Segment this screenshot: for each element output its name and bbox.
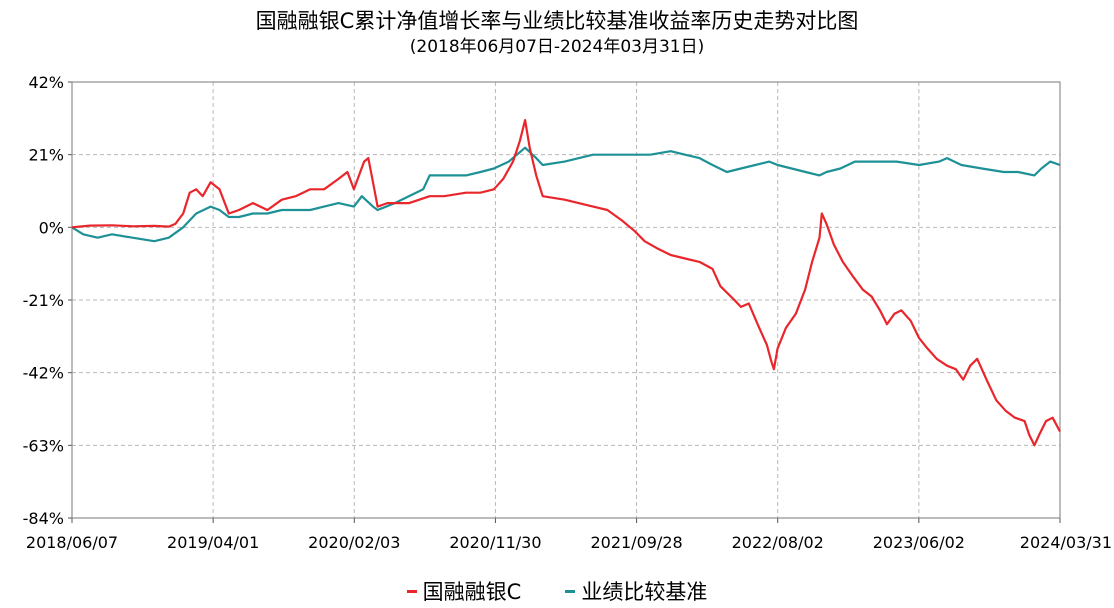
legend: 国融融银C 业绩比较基准 [0, 577, 1114, 605]
chart-title: 国融融银C累计净值增长率与业绩比较基准收益率历史走势对比图 [255, 9, 859, 33]
series-line [71, 146, 1061, 243]
plot-frame [71, 81, 1061, 519]
y-tick-label: -21% [23, 291, 64, 310]
legend-item: 国融融银C [406, 576, 522, 606]
x-tick-label: 2018/06/07 [26, 533, 118, 552]
x-tick-label: 2020/02/03 [308, 533, 400, 552]
x-tick-label: 2019/04/01 [167, 533, 259, 552]
y-tick-label: -63% [23, 436, 64, 455]
x-tick-label: 2022/08/02 [732, 533, 824, 552]
legend-item: 业绩比较基准 [565, 576, 707, 606]
y-tick-label: 42% [28, 73, 64, 92]
x-tick-label: 2023/06/02 [873, 533, 965, 552]
x-tick-label: 2024/03/31 [1020, 533, 1112, 552]
chart-subtitle: (2018年06月07日-2024年03月31日) [409, 37, 705, 57]
x-tick-label: 2021/09/28 [590, 533, 682, 552]
y-tick-label: -42% [23, 364, 64, 383]
series-line [71, 119, 1061, 447]
legend-label: 业绩比较基准 [581, 580, 708, 604]
y-tick-label: -84% [23, 509, 64, 528]
legend-swatch [406, 589, 417, 593]
y-tick-label: 21% [28, 146, 64, 165]
legend-swatch [565, 589, 576, 593]
x-tick-label: 2020/11/30 [449, 533, 541, 552]
y-tick-label: 0% [39, 218, 64, 237]
legend-label: 国融融银C [422, 580, 522, 604]
